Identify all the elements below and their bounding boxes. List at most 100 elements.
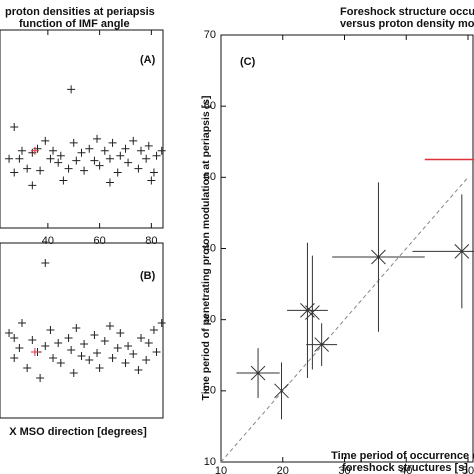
plus-marker <box>113 344 122 352</box>
x-tick-label: 50 <box>462 465 474 474</box>
plus-marker <box>77 352 86 360</box>
plot-frame <box>0 242 164 419</box>
identity-line <box>220 177 469 463</box>
plus-marker <box>147 176 156 185</box>
plus-marker <box>30 146 39 155</box>
plus-marker <box>30 348 39 356</box>
panel-label: (B) <box>140 270 156 282</box>
cross-marker <box>454 243 470 259</box>
x-tick-label: 40 <box>42 235 54 247</box>
plus-marker <box>54 158 63 167</box>
plus-marker <box>49 354 58 362</box>
plus-marker <box>144 141 153 150</box>
plus-marker <box>72 324 81 332</box>
plus-marker <box>134 164 143 173</box>
plus-marker <box>108 138 117 147</box>
chart-subtitle: function of IMF angle <box>19 18 130 30</box>
plus-marker <box>116 329 125 337</box>
plus-marker <box>144 339 153 347</box>
plus-marker <box>59 176 68 185</box>
plus-marker <box>10 334 19 342</box>
x-axis-label: Time period of occurrence o <box>331 450 474 462</box>
plus-marker <box>121 359 130 367</box>
plus-marker <box>152 151 161 160</box>
x-axis-label: X MSO direction [degrees] <box>9 426 147 438</box>
x-axis-label: foreshock structures [s] <box>342 462 468 474</box>
panel-label: (A) <box>140 54 156 66</box>
plus-marker <box>23 364 32 372</box>
plus-marker <box>95 161 104 170</box>
plus-marker <box>142 154 151 163</box>
x-tick-label: 40 <box>400 465 412 474</box>
plus-marker <box>17 146 26 155</box>
plus-marker <box>93 349 102 357</box>
plot-frame <box>220 34 474 463</box>
plus-marker <box>69 369 78 377</box>
plus-marker <box>105 322 114 330</box>
panel-label: (C) <box>240 56 256 68</box>
plus-marker <box>105 178 114 187</box>
plus-marker <box>10 354 19 362</box>
chart-title: Foreshock structure occurrence <box>340 6 474 18</box>
plus-marker <box>80 166 89 175</box>
plus-marker <box>90 331 99 339</box>
plus-marker <box>100 146 109 155</box>
plus-marker <box>54 339 63 347</box>
plus-marker <box>36 166 45 175</box>
plot-frame <box>0 29 164 229</box>
plus-marker <box>41 259 50 267</box>
plus-marker <box>15 154 24 163</box>
plus-marker <box>124 342 133 350</box>
y-tick-label: 70 <box>204 29 216 41</box>
plus-marker <box>46 326 55 334</box>
plus-marker <box>41 342 50 350</box>
plus-marker <box>149 326 158 334</box>
plus-marker <box>23 164 32 173</box>
y-tick-label: 60 <box>204 100 216 112</box>
cross-marker <box>314 337 330 352</box>
plus-marker <box>5 154 14 163</box>
plus-marker <box>85 356 94 364</box>
plus-marker <box>17 319 26 327</box>
x-tick-label: 80 <box>145 235 157 247</box>
plus-marker <box>90 156 99 165</box>
plus-marker <box>149 168 158 177</box>
y-tick-label: 30 <box>204 314 216 326</box>
plus-marker <box>137 146 146 155</box>
plus-marker <box>56 359 65 367</box>
plus-marker <box>95 364 104 372</box>
plus-marker <box>137 334 146 342</box>
plus-marker <box>152 348 161 356</box>
chart-title: proton densities at periapsis <box>5 6 155 18</box>
plus-marker <box>69 138 78 147</box>
plus-marker <box>157 319 166 327</box>
plus-marker <box>157 146 166 155</box>
plus-marker <box>15 344 24 352</box>
plus-marker <box>93 134 102 143</box>
cross-marker <box>305 305 320 320</box>
plus-marker <box>116 151 125 160</box>
x-tick-label: 10 <box>215 465 227 474</box>
plus-marker <box>129 136 138 145</box>
x-tick-label: 20 <box>277 465 289 474</box>
plus-marker <box>72 156 81 165</box>
plus-marker <box>105 154 114 163</box>
plus-marker <box>56 151 65 160</box>
plus-marker <box>129 350 138 358</box>
plus-marker <box>28 181 37 190</box>
plus-marker <box>80 340 89 348</box>
plus-marker <box>77 148 86 157</box>
plus-marker <box>113 168 122 177</box>
plus-marker <box>46 154 55 163</box>
y-tick-label: 50 <box>204 171 216 183</box>
plus-marker <box>121 144 130 153</box>
y-tick-label: 40 <box>204 242 216 254</box>
plus-marker <box>124 158 133 167</box>
y-tick-label: 10 <box>204 456 216 468</box>
plus-marker <box>49 146 58 155</box>
plus-marker <box>134 366 143 374</box>
plus-marker <box>41 136 50 145</box>
plus-marker <box>36 374 45 382</box>
plus-marker <box>67 85 76 94</box>
